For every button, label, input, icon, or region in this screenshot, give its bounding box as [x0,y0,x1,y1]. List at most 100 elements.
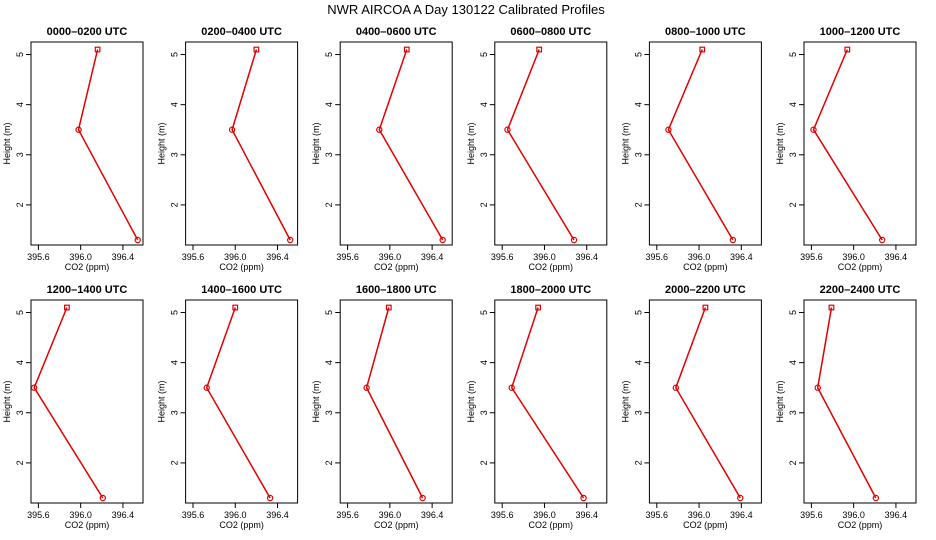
data-point [810,126,817,133]
y-tick-label: 2 [633,460,643,465]
x-tick-label: 396.4 [730,510,753,520]
data-point [878,236,886,244]
data-point [266,494,274,502]
x-tick-label: 395.6 [182,252,205,262]
y-tick-label: 5 [479,310,489,315]
y-axis-label: Height (m) [775,122,785,164]
data-point [439,236,446,244]
panel-title: 2200–2400 UTC [820,284,901,296]
x-tick-label: 395.6 [491,252,514,262]
x-tick-label: 396.0 [842,510,865,520]
profile-line [77,49,139,241]
data-point [94,46,101,53]
y-tick-label: 4 [788,102,798,107]
y-tick-label: 4 [479,102,489,107]
data-point [232,304,239,311]
x-tick-label: 396.4 [266,252,289,262]
data-point [75,126,82,133]
y-tick-label: 5 [15,52,25,57]
panel-title: 1400–1600 UTC [201,284,282,296]
data-point [665,126,672,133]
y-axis-label: Height (m) [2,380,12,422]
data-point [228,126,236,133]
y-tick-label: 5 [170,52,180,57]
data-point [672,384,680,391]
y-tick-label: 3 [479,410,489,415]
y-tick-label: 3 [324,152,334,157]
data-point [580,494,587,502]
y-tick-label: 3 [324,410,334,415]
y-tick-label: 5 [633,52,643,57]
plot-frame [803,299,917,504]
x-tick-label: 395.6 [336,510,359,520]
profile-line [33,307,104,499]
x-axis-label: CO2 (ppm) [374,262,419,272]
x-tick-label: 395.6 [800,510,823,520]
y-tick-label: 5 [324,52,334,57]
data-point [814,384,821,391]
plot-frame [30,41,144,246]
y-axis-label: Height (m) [311,380,321,422]
y-tick-label: 5 [15,310,25,315]
y-tick-label: 5 [479,52,489,57]
data-point [844,46,851,53]
y-tick-label: 2 [15,202,25,207]
y-tick-label: 4 [15,102,25,107]
plot-frame [494,299,608,504]
y-tick-label: 4 [15,360,25,365]
x-tick-label: 396.0 [69,252,92,262]
y-axis-label: Height (m) [466,380,476,422]
y-tick-label: 4 [324,102,334,107]
data-point [419,494,426,502]
data-point [99,494,107,502]
x-tick-label: 395.6 [646,252,669,262]
data-point [508,384,515,391]
x-axis-label: CO2 (ppm) [529,262,574,272]
x-tick-label: 396.0 [69,510,92,520]
x-axis-label: CO2 (ppm) [683,262,728,272]
y-tick-label: 3 [788,410,798,415]
x-tick-label: 395.6 [646,510,669,520]
y-tick-label: 2 [324,202,334,207]
y-tick-label: 2 [170,202,180,207]
x-tick-label: 395.6 [27,252,50,262]
data-point [699,46,706,53]
y-axis-label: Height (m) [157,380,167,422]
y-tick-label: 2 [479,202,489,207]
panel: 1200–1400 UTC 395.6 396.0 396.4 2 3 4 5 CO2 (ppm… [2,284,144,530]
y-tick-label: 4 [170,360,180,365]
x-tick-label: 396.4 [575,252,598,262]
data-point [287,236,294,244]
x-tick-label: 396.4 [885,252,908,262]
y-tick-label: 2 [170,460,180,465]
x-tick-label: 395.6 [27,510,50,520]
data-point [729,236,737,244]
y-tick-label: 2 [633,202,643,207]
data-point [203,384,210,391]
panel: 1000–1200 UTC 395.6 396.0 396.4 2 3 4 5 CO2 (ppm… [775,26,917,272]
y-axis-label: Height (m) [620,122,630,164]
panel: 1800–2000 UTC 395.6 396.0 396.4 2 3 4 5 CO2 (ppm… [466,284,608,530]
panel-grid: 0000–0200 UTC 395.6 396.0 396.4 2 3 4 5 CO2 (ppm… [2,26,917,530]
profile-line [231,49,291,241]
x-tick-label: 396.4 [885,510,908,520]
panel: 0600–0800 UTC 395.6 396.0 396.4 2 3 4 5 CO2 (ppm… [466,26,608,272]
panel: 0200–0400 UTC 395.6 396.0 396.4 2 3 4 5 CO2 (ppm… [157,26,299,272]
x-tick-label: 396.4 [575,510,598,520]
y-tick-label: 3 [633,152,643,157]
x-axis-label: CO2 (ppm) [219,262,264,272]
plot-frame [339,41,453,246]
y-tick-label: 5 [170,310,180,315]
y-tick-label: 5 [788,52,798,57]
panel-title: 0200–0400 UTC [201,26,282,38]
data-point [570,236,578,244]
y-axis-label: Height (m) [157,122,167,164]
panel-title: 1000–1200 UTC [820,26,901,38]
y-tick-label: 3 [788,152,798,157]
plot-frame [803,41,917,246]
plot-frame [185,299,299,504]
data-point [702,304,709,311]
y-tick-label: 4 [170,102,180,107]
y-tick-label: 5 [324,310,334,315]
